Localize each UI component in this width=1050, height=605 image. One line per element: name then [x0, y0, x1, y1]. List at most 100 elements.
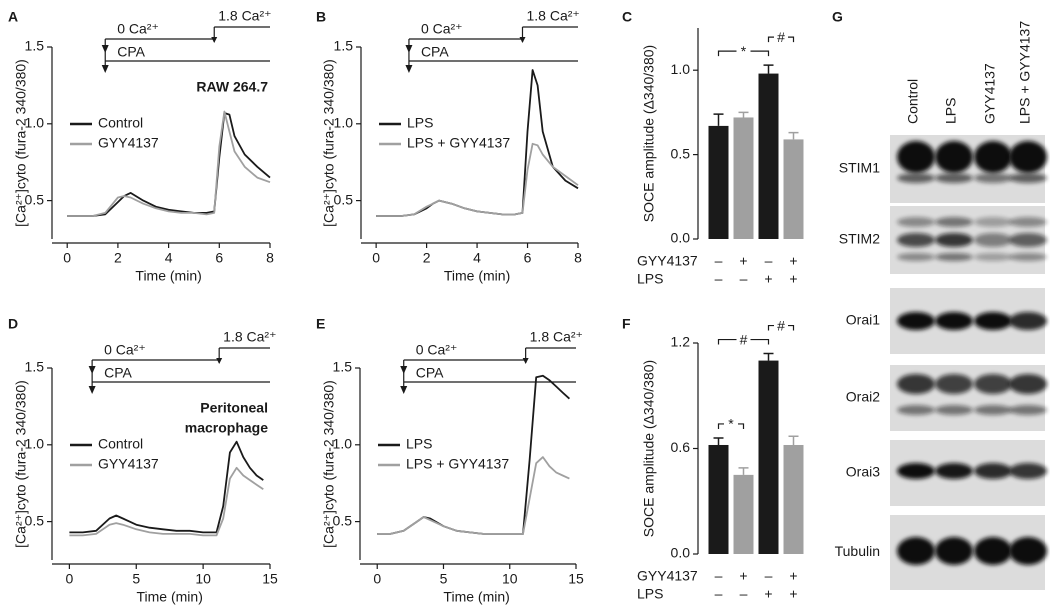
blot-band [1009, 253, 1047, 261]
trace [67, 112, 271, 217]
column-label: Control [905, 79, 921, 124]
column-label: GYY4137 [982, 63, 998, 124]
blot-band [1009, 312, 1047, 330]
row-sign: – [765, 253, 773, 269]
y-axis-label: [Ca²⁺]cyto (fura-2 340/380) [321, 59, 337, 227]
row-sign: – [715, 271, 723, 287]
blot-band [935, 233, 973, 247]
y-axis-label: [Ca²⁺]cyto (fura-2 340/380) [13, 380, 29, 548]
y-tick-label: 1.0 [671, 61, 691, 77]
annotation: CPA [104, 365, 132, 381]
y-tick-label: 0.0 [671, 230, 691, 246]
row-sign: – [715, 568, 723, 584]
row-sign: – [715, 586, 723, 602]
x-tick-label: 8 [574, 250, 582, 266]
error-bar [713, 113, 724, 126]
blot-band [935, 217, 973, 227]
cell-type-label: Peritoneal [200, 400, 268, 416]
blot-band [897, 253, 935, 261]
blot-band [897, 233, 935, 247]
error-bar [763, 64, 774, 74]
bar [758, 73, 779, 240]
blot-band [974, 141, 1012, 173]
bar [783, 444, 804, 554]
blot-band [935, 173, 973, 183]
blot-band [935, 141, 973, 173]
x-tick-label: 4 [165, 250, 173, 266]
annotation: 0 Ca²⁺ [421, 21, 463, 37]
significance-label: * [741, 43, 747, 59]
blot-band [897, 405, 935, 415]
significance-label: # [740, 331, 748, 347]
blot-band [1009, 374, 1047, 394]
x-tick-label: 15 [262, 571, 278, 587]
blot-band [974, 312, 1012, 330]
row-label: Orai2 [846, 389, 880, 405]
annotation: 0 Ca²⁺ [416, 342, 458, 358]
bar [708, 444, 729, 554]
y-tick-label: 0.5 [333, 512, 353, 528]
y-axis-label: SOCE amplitude (Δ340/380) [641, 360, 657, 537]
row-sign: – [715, 253, 723, 269]
blot-band [1009, 173, 1047, 183]
x-tick-label: 0 [373, 571, 381, 587]
annotation: 0 Ca²⁺ [104, 342, 146, 358]
annotation: CPA [117, 44, 145, 60]
cell-type-label: RAW 264.7 [196, 79, 268, 95]
significance-bracket [717, 338, 770, 345]
arrowhead [101, 65, 109, 73]
trace [376, 142, 579, 217]
row-sign: + [789, 271, 797, 287]
blot-band [935, 405, 973, 415]
row-label: Tubulin [835, 543, 880, 559]
row-sign: – [740, 271, 748, 287]
blot-band [974, 217, 1012, 227]
row-label: GYY4137 [637, 253, 698, 269]
x-axis-label: Time (min) [444, 268, 510, 284]
error-bar [713, 437, 724, 445]
blot-band [974, 405, 1012, 415]
error-bar [788, 131, 799, 140]
legend-label: GYY4137 [98, 456, 159, 472]
blot-band [974, 463, 1012, 479]
panel-label: D [8, 316, 18, 332]
significance-label: # [777, 317, 785, 333]
legend-label: LPS + GYY4137 [406, 456, 509, 472]
x-tick-label: 8 [266, 250, 274, 266]
x-tick-label: 2 [423, 250, 431, 266]
x-axis-label: Time (min) [137, 589, 203, 605]
row-sign: + [739, 253, 747, 269]
column-label: LPS [943, 98, 959, 124]
blot-band [974, 173, 1012, 183]
legend-label: Control [98, 115, 143, 131]
x-tick-label: 15 [568, 571, 584, 587]
row-sign: + [789, 253, 797, 269]
blot-band [1009, 405, 1047, 415]
y-tick-label: 0.5 [25, 191, 45, 207]
panel-label: A [8, 9, 18, 25]
annotation: 1.8 Ca²⁺ [530, 329, 583, 345]
blot-band [974, 537, 1012, 565]
arrowhead [405, 45, 413, 53]
blot-band [974, 374, 1012, 394]
row-sign: + [764, 586, 772, 602]
y-tick-label: 1.0 [333, 436, 353, 452]
arrowhead [211, 37, 218, 43]
blot-band [897, 141, 935, 173]
blot-band [897, 217, 935, 227]
significance-bracket [717, 50, 770, 57]
x-tick-label: 0 [63, 250, 71, 266]
significance-bracket [717, 423, 745, 429]
arrowhead [522, 358, 529, 364]
blot-band [935, 537, 973, 565]
y-tick-label: 1.5 [333, 359, 353, 375]
x-tick-label: 6 [215, 250, 223, 266]
x-tick-label: 5 [440, 571, 448, 587]
blot-band [1009, 233, 1047, 247]
significance-bracket [767, 36, 795, 43]
annotation: CPA [416, 365, 444, 381]
legend-label: LPS [407, 115, 433, 131]
trace [69, 466, 264, 537]
row-label: STIM1 [839, 160, 880, 176]
annotation: 1.8 Ca²⁺ [526, 8, 579, 24]
